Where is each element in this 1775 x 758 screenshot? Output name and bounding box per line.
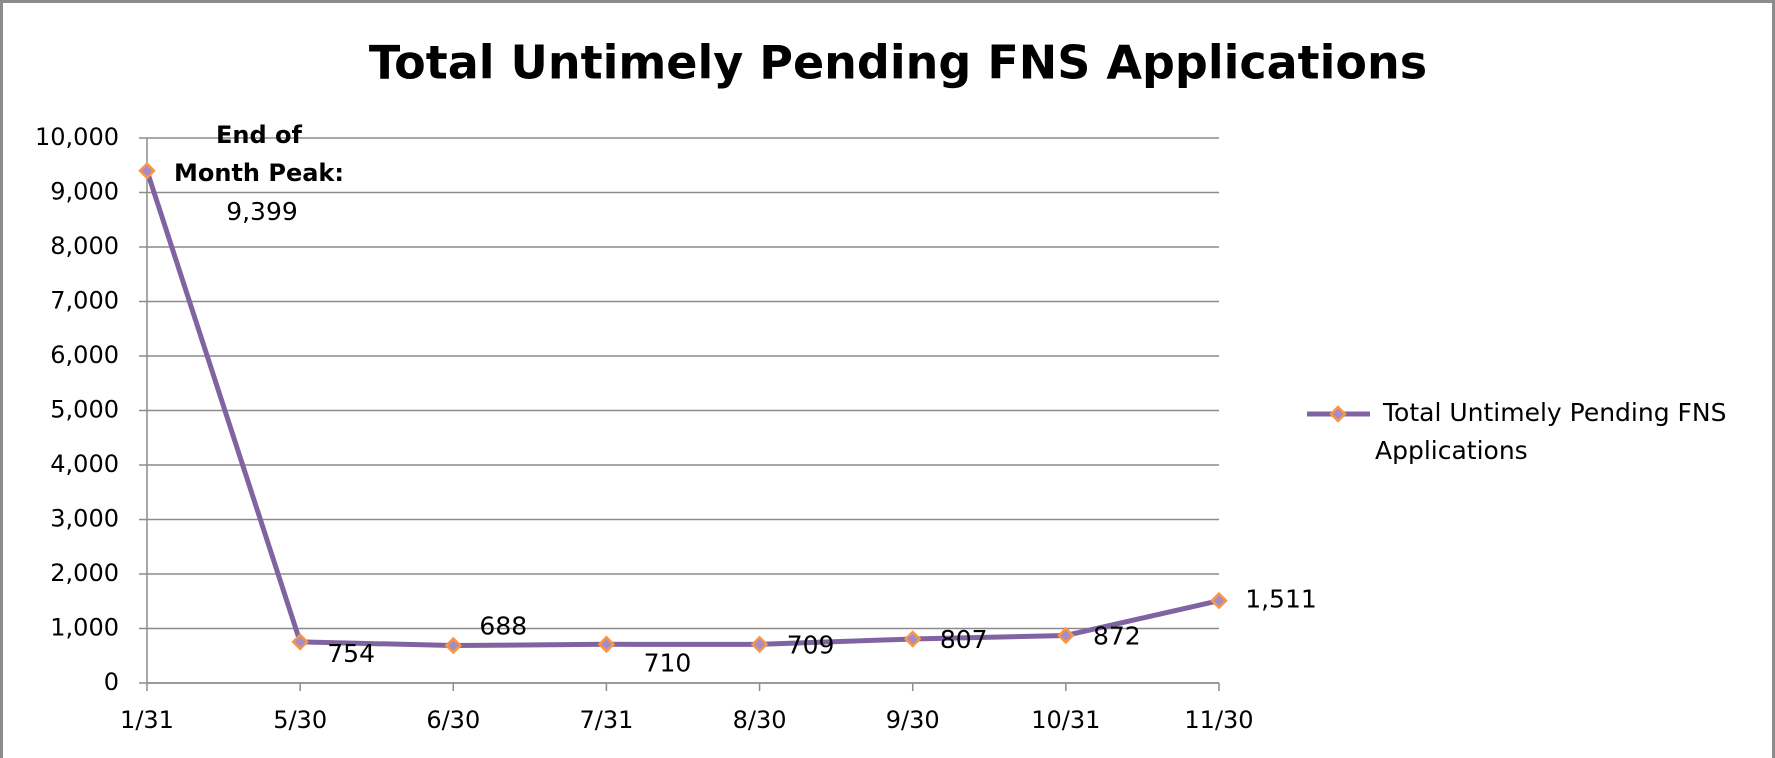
- data-label: 807: [940, 625, 988, 654]
- data-label: 872: [1093, 621, 1141, 650]
- data-label: 9,399: [226, 197, 298, 226]
- x-tick-label: 1/31: [120, 706, 174, 734]
- data-label: 709: [787, 630, 835, 659]
- data-label: 754: [327, 639, 375, 668]
- annotation: Month Peak:: [174, 159, 344, 187]
- point-marker: [1210, 591, 1228, 610]
- y-tick-label: 3,000: [50, 505, 119, 533]
- x-tick-label: 7/31: [579, 706, 633, 734]
- y-tick-label: 4,000: [50, 450, 119, 478]
- data-label: 688: [479, 612, 527, 641]
- legend-text-wrap: Applications: [1375, 436, 1528, 465]
- point-marker: [444, 636, 463, 655]
- x-tick-label: 9/30: [886, 706, 940, 734]
- legend-marker: [1329, 405, 1347, 423]
- y-tick-label: 6,000: [50, 341, 119, 369]
- annotation: End of: [216, 121, 303, 149]
- series-line: [144, 169, 1220, 649]
- x-tick-label: 6/30: [426, 706, 480, 734]
- legend-text: Total Untimely Pending FNS: [1382, 398, 1726, 427]
- chart-title: Total Untimely Pending FNS Applications: [369, 36, 1427, 90]
- data-label: 710: [644, 648, 692, 677]
- data-label: 1,511: [1245, 585, 1317, 614]
- x-tick-label: 11/30: [1184, 706, 1253, 734]
- y-tick-label: 0: [104, 668, 119, 696]
- y-tick-label: 7,000: [50, 287, 119, 315]
- x-tick-label: 8/30: [733, 706, 787, 734]
- y-tick-label: 9,000: [50, 178, 119, 206]
- point-marker: [750, 635, 769, 654]
- x-tick-label: 5/30: [273, 706, 327, 734]
- y-tick-label: 2,000: [50, 559, 119, 587]
- y-tick-label: 5,000: [50, 396, 119, 424]
- point-marker: [138, 161, 156, 180]
- legend-label: Total Untimely Pending FNS Applications: [1375, 398, 1726, 465]
- point-marker: [1057, 626, 1075, 645]
- y-tick-label: 10,000: [35, 123, 119, 151]
- x-tick-label: 10/31: [1031, 706, 1100, 734]
- point-marker: [597, 635, 616, 654]
- point-marker: [291, 633, 309, 651]
- y-tick-label: 8,000: [50, 232, 119, 260]
- point-marker: [903, 630, 922, 648]
- y-tick-label: 1,000: [50, 614, 119, 642]
